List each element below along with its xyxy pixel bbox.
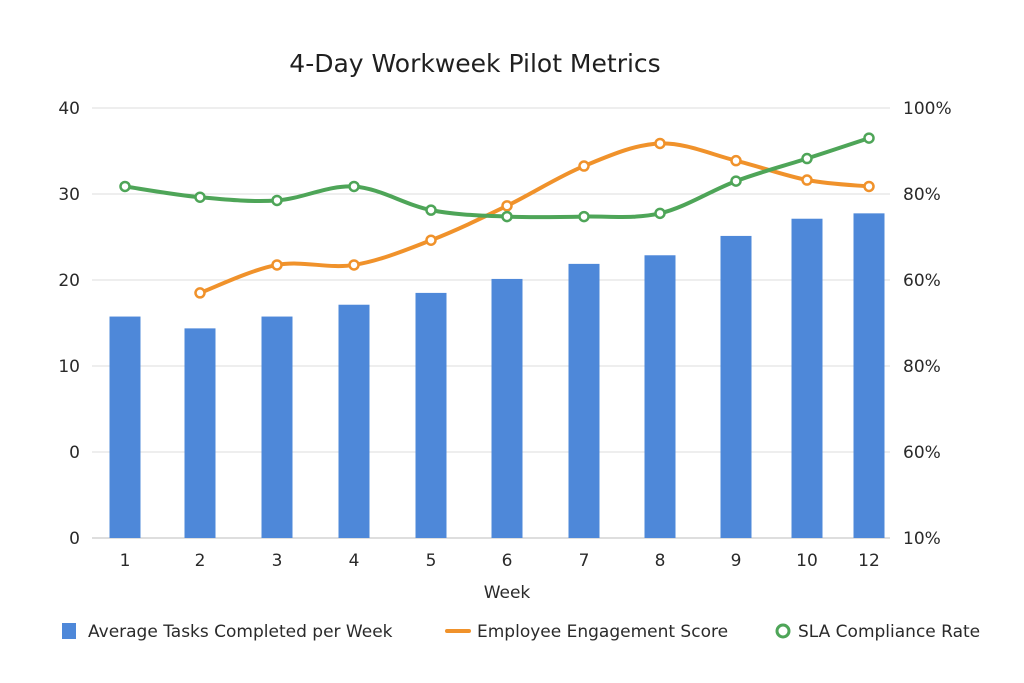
bar xyxy=(644,255,676,538)
data-point xyxy=(194,191,206,203)
data-point xyxy=(271,259,283,271)
x-tick-label: 8 xyxy=(655,551,666,571)
bar xyxy=(491,278,523,538)
legend-swatch-marker xyxy=(775,623,791,639)
legend-label: Employee Engagement Score xyxy=(477,622,728,642)
left-tick-label: 20 xyxy=(58,271,80,291)
right-tick-label: 10% xyxy=(903,529,941,549)
grid xyxy=(92,107,890,539)
right-axis: 10% 60% 80% 60% 80% 100% xyxy=(903,99,952,549)
data-point xyxy=(654,137,666,150)
data-point xyxy=(348,180,360,193)
line-series xyxy=(119,132,875,299)
data-point xyxy=(863,180,875,193)
bar xyxy=(184,328,216,538)
legend: Average Tasks Completed per Week Employee… xyxy=(62,622,980,642)
bar xyxy=(261,316,293,538)
left-tick-label: 10 xyxy=(58,357,80,377)
data-point xyxy=(578,210,590,223)
right-tick-label: 60% xyxy=(903,271,941,291)
x-tick-label: 1 xyxy=(120,551,131,571)
right-tick-label: 80% xyxy=(903,185,941,205)
data-point xyxy=(119,180,131,193)
x-tick-label: 2 xyxy=(195,551,206,571)
data-point xyxy=(425,234,437,246)
data-point xyxy=(863,132,875,144)
right-tick-label: 60% xyxy=(903,443,941,463)
right-tick-label: 100% xyxy=(903,99,952,119)
x-tick-label: 12 xyxy=(858,551,880,571)
data-point xyxy=(501,210,513,223)
left-tick-label: 30 xyxy=(58,185,80,205)
x-tick-label: 5 xyxy=(426,551,437,571)
data-point xyxy=(801,174,813,186)
data-point xyxy=(425,204,437,216)
data-point xyxy=(801,152,813,165)
chart-title: 4-Day Workweek Pilot Metrics xyxy=(289,49,660,78)
data-point xyxy=(501,200,513,212)
bar-series xyxy=(109,213,885,539)
bar xyxy=(720,235,752,539)
left-tick-label: 0 xyxy=(69,443,80,463)
series-line xyxy=(198,141,871,295)
bar xyxy=(338,304,370,538)
left-tick-label: 40 xyxy=(58,99,80,119)
x-tick-label: 7 xyxy=(579,551,590,571)
right-tick-label: 80% xyxy=(903,357,941,377)
x-tick-label: 4 xyxy=(349,551,360,571)
data-point xyxy=(194,287,206,299)
legend-swatch-bar xyxy=(62,623,76,639)
x-axis-title: Week xyxy=(484,583,531,603)
data-point xyxy=(271,194,283,207)
bar xyxy=(853,213,885,538)
bar xyxy=(415,292,447,538)
x-tick-label: 6 xyxy=(502,551,513,571)
bar xyxy=(568,263,600,538)
legend-label: Average Tasks Completed per Week xyxy=(88,622,393,642)
data-point xyxy=(578,160,590,172)
legend-label: SLA Compliance Rate xyxy=(798,622,980,642)
data-point xyxy=(654,207,666,220)
left-tick-label: 0 xyxy=(69,529,80,549)
x-tick-label: 3 xyxy=(272,551,283,571)
x-tick-label: 10 xyxy=(796,551,818,571)
x-tick-label: 9 xyxy=(731,551,742,571)
left-axis: 0 0 10 20 30 40 xyxy=(58,99,80,549)
data-point xyxy=(730,154,742,167)
data-point xyxy=(730,175,742,187)
data-point xyxy=(348,259,360,271)
x-axis: 1 2 3 4 5 6 7 8 9 10 12 xyxy=(120,551,880,571)
bar xyxy=(109,316,141,538)
series-line xyxy=(123,136,871,220)
bar xyxy=(791,218,823,538)
